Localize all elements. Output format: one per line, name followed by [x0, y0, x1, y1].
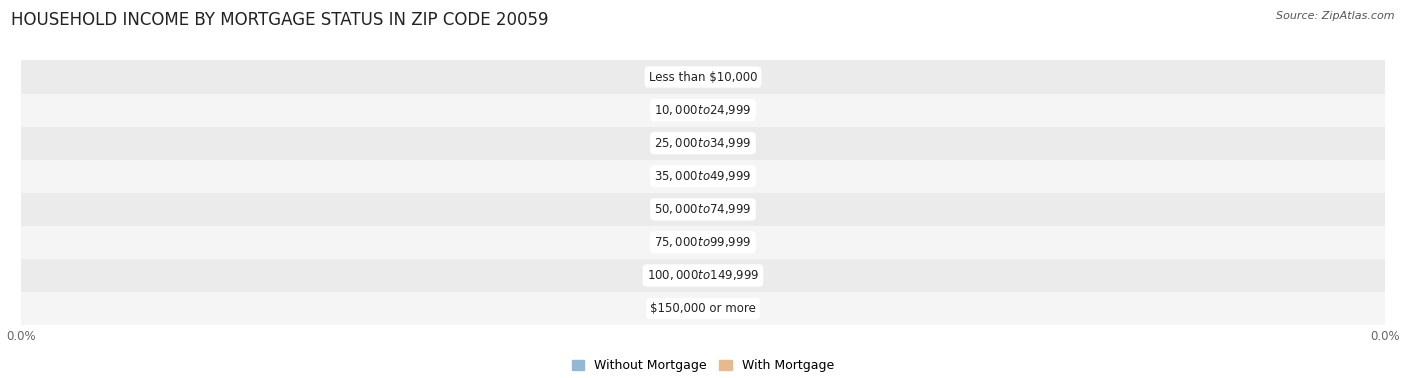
Text: 0.0%: 0.0%: [714, 204, 744, 214]
Text: 0.0%: 0.0%: [662, 171, 692, 181]
Bar: [652, 299, 703, 318]
Bar: [703, 101, 754, 119]
Text: 0.0%: 0.0%: [714, 72, 744, 82]
Bar: [703, 68, 754, 86]
Bar: [703, 266, 754, 285]
Text: 0.0%: 0.0%: [662, 204, 692, 214]
Text: 0.0%: 0.0%: [662, 72, 692, 82]
Text: Source: ZipAtlas.com: Source: ZipAtlas.com: [1277, 11, 1395, 21]
Text: 0.0%: 0.0%: [714, 271, 744, 280]
Bar: [21, 60, 1385, 94]
Bar: [703, 200, 754, 218]
Bar: [21, 259, 1385, 292]
Text: $75,000 to $99,999: $75,000 to $99,999: [654, 235, 752, 249]
Text: 0.0%: 0.0%: [662, 304, 692, 313]
Bar: [652, 167, 703, 185]
Bar: [652, 266, 703, 285]
Bar: [652, 101, 703, 119]
Bar: [21, 127, 1385, 160]
Text: $150,000 or more: $150,000 or more: [650, 302, 756, 315]
Bar: [652, 233, 703, 251]
Text: 0.0%: 0.0%: [714, 138, 744, 148]
Text: 0.0%: 0.0%: [714, 304, 744, 313]
Text: 0.0%: 0.0%: [714, 105, 744, 115]
Text: $25,000 to $34,999: $25,000 to $34,999: [654, 136, 752, 150]
Bar: [21, 193, 1385, 226]
Bar: [21, 94, 1385, 127]
Bar: [21, 226, 1385, 259]
Bar: [703, 134, 754, 152]
Text: 0.0%: 0.0%: [662, 237, 692, 247]
Text: $10,000 to $24,999: $10,000 to $24,999: [654, 103, 752, 117]
Bar: [703, 167, 754, 185]
Bar: [652, 134, 703, 152]
Text: HOUSEHOLD INCOME BY MORTGAGE STATUS IN ZIP CODE 20059: HOUSEHOLD INCOME BY MORTGAGE STATUS IN Z…: [11, 11, 548, 29]
Bar: [652, 200, 703, 218]
Text: $50,000 to $74,999: $50,000 to $74,999: [654, 202, 752, 216]
Text: 0.0%: 0.0%: [662, 105, 692, 115]
Text: Less than $10,000: Less than $10,000: [648, 71, 758, 84]
Bar: [703, 299, 754, 318]
Bar: [21, 160, 1385, 193]
Text: $35,000 to $49,999: $35,000 to $49,999: [654, 169, 752, 183]
Text: 0.0%: 0.0%: [714, 171, 744, 181]
Bar: [21, 292, 1385, 325]
Text: 0.0%: 0.0%: [662, 138, 692, 148]
Text: $100,000 to $149,999: $100,000 to $149,999: [647, 268, 759, 282]
Legend: Without Mortgage, With Mortgage: Without Mortgage, With Mortgage: [567, 354, 839, 377]
Text: 0.0%: 0.0%: [662, 271, 692, 280]
Text: 0.0%: 0.0%: [714, 237, 744, 247]
Bar: [652, 68, 703, 86]
Bar: [703, 233, 754, 251]
